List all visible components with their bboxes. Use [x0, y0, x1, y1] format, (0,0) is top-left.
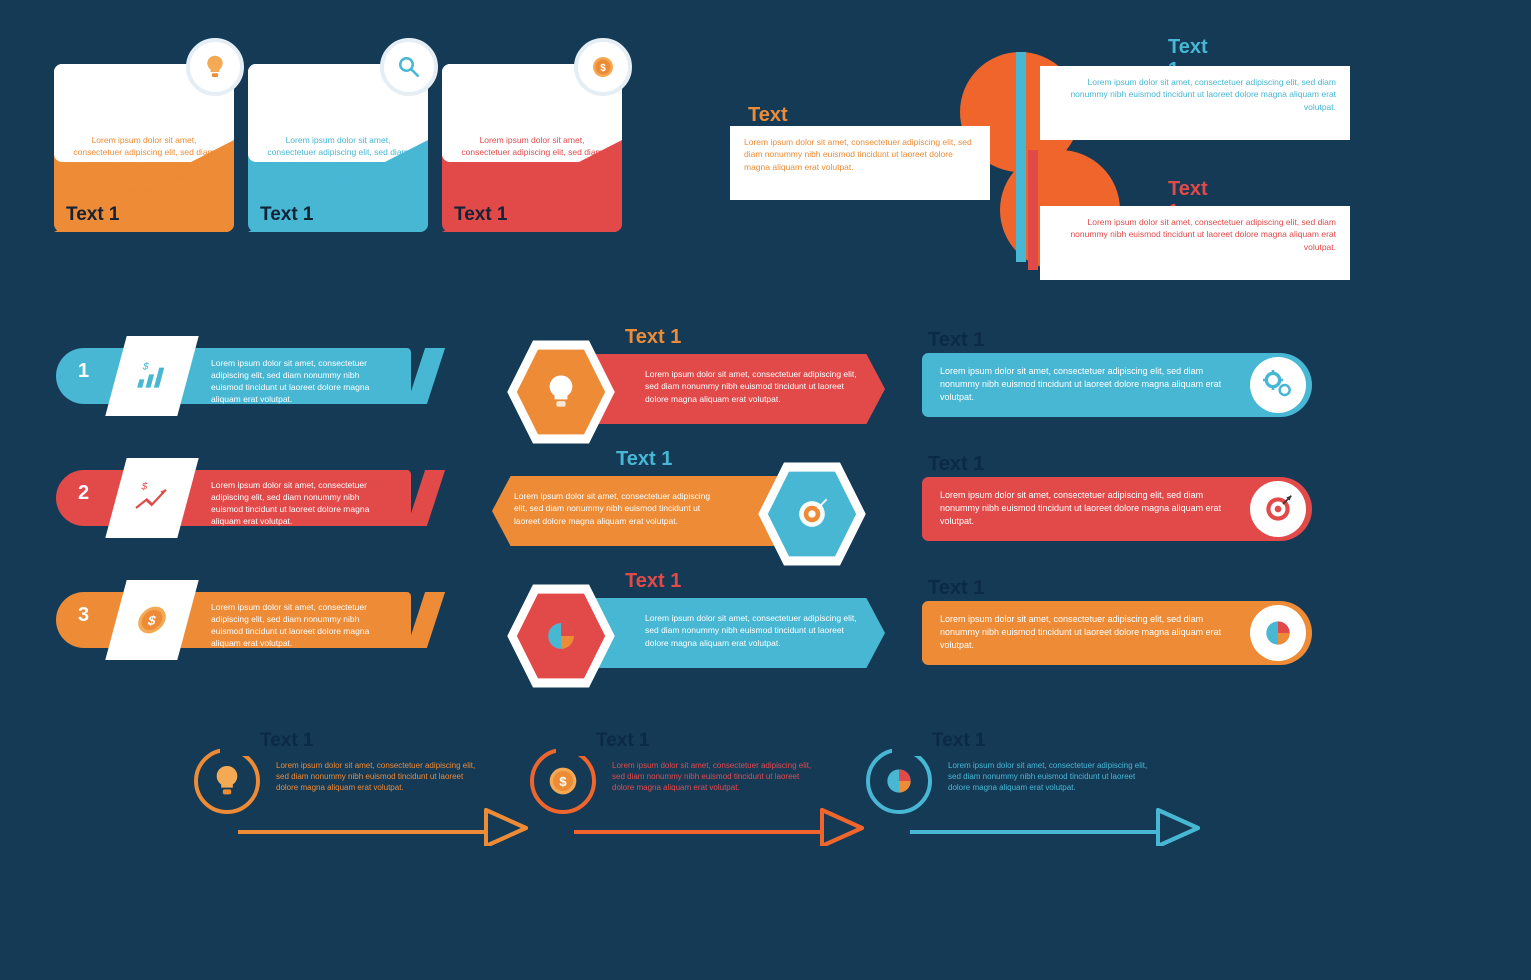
- pie-icon: [1250, 605, 1306, 661]
- timeline-title: Text 1: [260, 730, 314, 752]
- bulb-white-icon: [515, 346, 607, 438]
- icon-bar-1: Text 1 Lorem ipsum dolor sit amet, conse…: [922, 335, 1312, 425]
- number-bar-3: 3 $ Lorem ipsum dolor sit amet, consecte…: [56, 580, 456, 660]
- target-icon: [1250, 481, 1306, 537]
- timeline-title: Text 1: [932, 730, 986, 752]
- icon-bar-3: Text 1 Lorem ipsum dolor sit amet, conse…: [922, 583, 1312, 673]
- hex-bar-3: Text 1 Lorem ipsum dolor sit amet, conse…: [505, 574, 905, 694]
- timeline-body: Lorem ipsum dolor sit amet, consectetuer…: [948, 760, 1148, 794]
- number-badge: 1: [78, 360, 89, 383]
- top-card-3: Lorem ipsum dolor sit amet, consectetuer…: [442, 64, 622, 214]
- number-badge: 2: [78, 482, 89, 505]
- icon-bar-title: Text 1: [928, 453, 984, 476]
- s-block-bar-3: Lorem ipsum dolor sit amet, consectetuer…: [1040, 206, 1350, 280]
- hex-body: Lorem ipsum dolor sit amet, consectetuer…: [575, 354, 885, 424]
- timeline-step-2: Text 1 Lorem ipsum dolor sit amet, conse…: [530, 730, 910, 840]
- icon-bar-2: Text 1 Lorem ipsum dolor sit amet, conse…: [922, 459, 1312, 549]
- number-bar-2: 2 $ Lorem ipsum dolor sit amet, consecte…: [56, 458, 456, 538]
- card-body: Lorem ipsum dolor sit amet, consectetuer…: [68, 134, 220, 196]
- timeline-body: Lorem ipsum dolor sit amet, consectetuer…: [612, 760, 812, 794]
- card-label: Text 1: [66, 204, 120, 226]
- arrow-icon: [906, 790, 1206, 851]
- bar-body: Lorem ipsum dolor sit amet, consectetuer…: [211, 358, 391, 406]
- arrow-icon: [570, 790, 870, 851]
- hex-bar-1: Text 1 Lorem ipsum dolor sit amet, conse…: [505, 330, 905, 450]
- hex-body: Lorem ipsum dolor sit amet, consectetuer…: [575, 598, 885, 668]
- card-body: Lorem ipsum dolor sit amet, consectetuer…: [262, 134, 414, 196]
- coin-icon: $: [574, 38, 632, 96]
- hex-title: Text 1: [625, 326, 681, 349]
- card-label: Text 1: [454, 204, 508, 226]
- hex-title: Text 1: [616, 448, 672, 471]
- bar-body: Lorem ipsum dolor sit amet, consectetuer…: [211, 480, 391, 528]
- icon-bar-title: Text 1: [928, 577, 984, 600]
- bar-body: Lorem ipsum dolor sit amet, consectetuer…: [211, 602, 391, 650]
- card-body: Lorem ipsum dolor sit amet, consectetuer…: [456, 134, 608, 196]
- svg-text:$: $: [559, 774, 567, 789]
- s-block-bar-1: Lorem ipsum dolor sit amet, consectetuer…: [1040, 66, 1350, 140]
- timeline-step-3: Text 1 Lorem ipsum dolor sit amet, conse…: [866, 730, 1246, 840]
- target-icon: [766, 468, 858, 560]
- svg-text:$: $: [600, 63, 606, 74]
- s-block-bar-2: Lorem ipsum dolor sit amet, consectetuer…: [730, 126, 990, 200]
- hex-bar-2: Text 1 Lorem ipsum dolor sit amet, conse…: [480, 452, 880, 572]
- hex-body: Lorem ipsum dolor sit amet, consectetuer…: [492, 476, 802, 546]
- bulb-icon: [186, 38, 244, 96]
- card-label: Text 1: [260, 204, 314, 226]
- infographic-canvas: Lorem ipsum dolor sit amet, consectetuer…: [0, 0, 1531, 980]
- timeline-title: Text 1: [596, 730, 650, 752]
- timeline-body: Lorem ipsum dolor sit amet, consectetuer…: [276, 760, 476, 794]
- hex-title: Text 1: [625, 570, 681, 593]
- number-bar-1: 1 $ Lorem ipsum dolor sit amet, consecte…: [56, 336, 456, 416]
- svg-text:$: $: [140, 482, 149, 493]
- pie-icon: [515, 590, 607, 682]
- top-card-1: Lorem ipsum dolor sit amet, consectetuer…: [54, 64, 234, 214]
- top-card-2: Lorem ipsum dolor sit amet, consectetuer…: [248, 64, 428, 214]
- arrow-icon: [234, 790, 534, 851]
- svg-text:$: $: [141, 361, 150, 372]
- icon-bar-title: Text 1: [928, 329, 984, 352]
- timeline-step-1: Text 1 Lorem ipsum dolor sit amet, conse…: [194, 730, 574, 840]
- gears-icon: [1250, 357, 1306, 413]
- search-icon: [380, 38, 438, 96]
- number-badge: 3: [78, 604, 89, 627]
